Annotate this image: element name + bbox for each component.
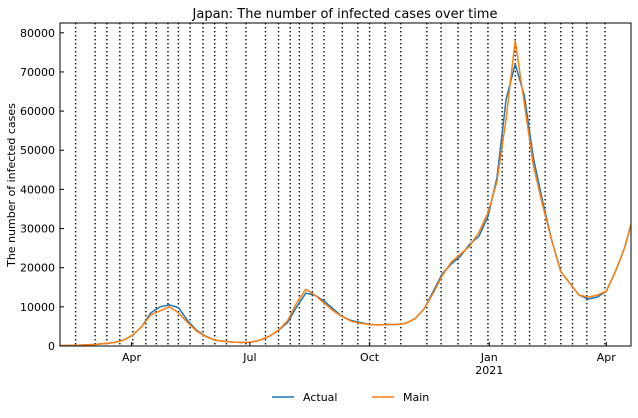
y-tick-label: 80000: [20, 27, 55, 40]
x-tick-label: Jan: [480, 351, 498, 364]
change-point-lines: [74, 23, 606, 346]
x-tick-sublabel: 2021: [475, 364, 503, 377]
legend-label-main: Main: [403, 391, 429, 404]
y-tick-label: 10000: [20, 301, 55, 314]
y-tick-label: 70000: [20, 66, 55, 79]
y-tick-label: 0: [48, 340, 55, 353]
x-tick-label: Apr: [122, 351, 142, 364]
plot-frame: [59, 22, 632, 347]
series-line-main: [60, 39, 631, 346]
legend-label-actual: Actual: [303, 391, 337, 404]
y-tick-label: 60000: [20, 105, 55, 118]
chart-title: Japan: The number of infected cases over…: [192, 7, 498, 22]
legend: Actual Main: [272, 391, 429, 404]
y-tick-label: 40000: [20, 183, 55, 196]
series-line-actual: [60, 63, 631, 346]
y-axis-label: The number of infected cases: [5, 103, 18, 268]
x-tick-label: Oct: [360, 351, 380, 364]
x-tick-label: Jul: [242, 351, 256, 364]
axes: 0 10000 20000 30000 40000 50000 60000 70000 8000…: [20, 27, 616, 377]
y-tick-label: 30000: [20, 223, 55, 236]
y-tick-label: 20000: [20, 262, 55, 275]
x-tick-label: Apr: [597, 351, 617, 364]
y-tick-label: 50000: [20, 144, 55, 157]
series-lines: [60, 39, 631, 346]
